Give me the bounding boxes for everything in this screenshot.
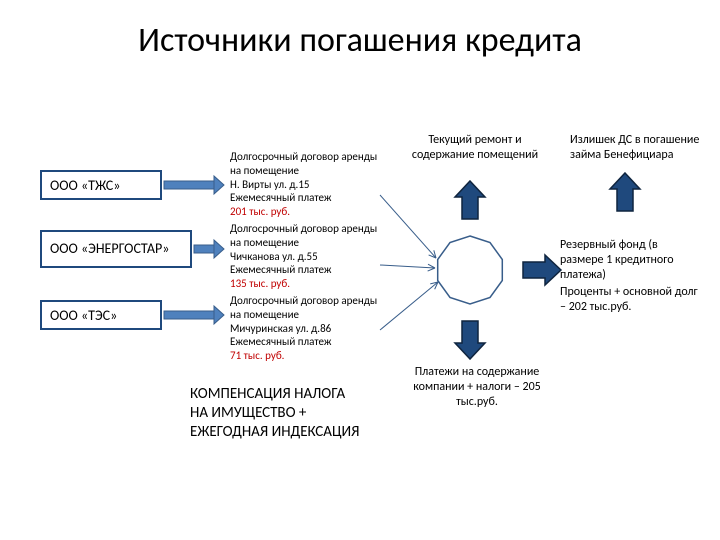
note-payments: Платежи на содержание компании + налоги … <box>402 365 552 410</box>
entity-label: ООО «ЭНЕРГОСТАР» <box>50 241 169 256</box>
lease-desc-3: Долгосрочный договор аренды на помещение… <box>230 294 380 363</box>
entity-label: ООО «ТЭС» <box>50 307 117 324</box>
slide: Источники погашения кредита ООО «ТЖС» ОО… <box>0 0 720 540</box>
compensation-note: КОМПЕНСАЦИЯ НАЛОГА НА ИМУЩЕСТВО + ЕЖЕГОД… <box>190 385 360 441</box>
note-maintenance: Текущий ремонт и содержание помещений <box>410 133 540 163</box>
lease-desc-1: Долгосрочный договор аренды на помещение… <box>230 150 380 219</box>
lease-desc-2: Долгосрочный договор аренды на помещение… <box>230 222 380 291</box>
note-reserve: Резервный фонд (в размере 1 кредитного п… <box>560 238 700 283</box>
slide-title: Источники погашения кредита <box>0 20 720 61</box>
entity-label: ООО «ТЖС» <box>50 177 120 194</box>
entity-tes: ООО «ТЭС» <box>40 300 162 330</box>
spv-label: S P V <box>440 261 500 278</box>
note-surplus: Излишек ДС в погашение займа Бенефициара <box>570 133 700 163</box>
note-interest: Проценты + основной долг – 202 тыс.руб. <box>560 285 700 315</box>
entity-tzhs: ООО «ТЖС» <box>40 170 162 200</box>
entity-energostar: ООО «ЭНЕРГОСТАР» <box>40 230 192 268</box>
